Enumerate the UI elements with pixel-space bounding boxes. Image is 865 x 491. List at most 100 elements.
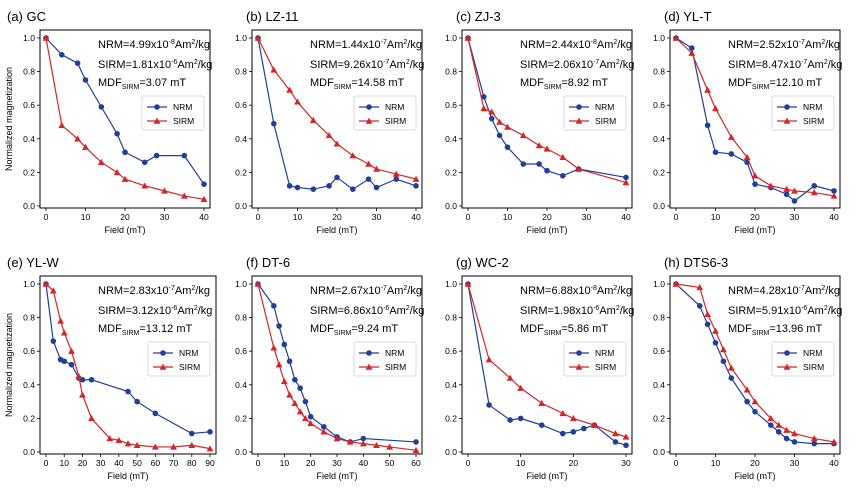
annotation-mdf: MDFSIRM=13.12 mT (98, 323, 192, 337)
legend: NRM SIRM (147, 341, 211, 377)
x-tick-label: 10 (711, 212, 721, 222)
annotation-nrm: NRM=4.28x10-7Am2/kg (728, 285, 840, 297)
x-tick-label: 10 (280, 458, 290, 468)
data-point-sirm (320, 428, 328, 435)
plot-frame (461, 275, 633, 455)
data-point-nrm (783, 435, 790, 442)
data-point-nrm (481, 94, 487, 100)
data-point-nrm (181, 152, 188, 159)
data-point-nrm (281, 341, 288, 348)
panel-title: (h) DTS6-3 (664, 255, 728, 270)
legend: NRM SIRM (771, 341, 835, 377)
data-point-sirm (612, 430, 619, 437)
data-point-sirm (333, 140, 341, 147)
x-axis-label: Field (mT) (105, 225, 146, 235)
panel-e: (e) YL-W 0.0 0.2 0.4 0.6 0.8 1.0 0 10 20 30 40 50 60 7… (4, 255, 217, 481)
y-tick-label: 0.8 (445, 67, 457, 77)
data-point-nrm (276, 323, 282, 329)
x-tick-label: 0 (674, 212, 679, 222)
data-point-nrm (712, 149, 719, 156)
annotation-nrm: NRM=2.52x10-7Am2/kg (728, 39, 840, 51)
legend-marker-sirm (783, 363, 791, 370)
data-point-sirm (464, 34, 472, 41)
data-point-nrm (141, 159, 148, 166)
y-tick-label: 0.6 (23, 346, 35, 356)
x-tick-label: 40 (359, 458, 369, 468)
y-tick-label: 1.0 (23, 33, 35, 43)
data-point-sirm (743, 386, 751, 393)
x-tick-label: 50 (132, 458, 142, 468)
data-point-nrm (114, 130, 120, 137)
data-point-nrm (307, 413, 314, 420)
data-point-nrm (704, 122, 711, 129)
data-point-nrm (612, 439, 619, 445)
data-point-sirm (591, 421, 598, 428)
y-tick-label: 0.0 (653, 447, 665, 457)
data-point-sirm (180, 192, 188, 199)
data-point-sirm (106, 435, 114, 442)
y-tick-label: 0.2 (445, 167, 457, 177)
data-point-sirm (57, 317, 64, 324)
legend-marker-nrm (576, 350, 582, 356)
legend-marker-sirm (783, 117, 791, 124)
data-point-sirm (280, 378, 288, 385)
data-point-sirm (60, 329, 68, 336)
legend-marker-nrm (154, 104, 160, 110)
data-point-sirm (672, 34, 680, 41)
panel-b: (b) LZ-11 0.0 0.2 0.4 0.6 0.8 1.0 0 10 20 30 40 Fiel… (235, 9, 424, 235)
data-point-sirm (727, 133, 735, 140)
legend-marker-sirm (365, 117, 373, 124)
y-tick-label: 0.4 (445, 380, 457, 390)
data-point-sirm (727, 364, 735, 371)
data-point-nrm (98, 104, 105, 110)
data-point-nrm (271, 120, 277, 127)
data-point-sirm (496, 118, 503, 125)
data-point-nrm (360, 435, 367, 442)
x-tick-label: 10 (516, 458, 526, 468)
x-tick-label: 10 (503, 212, 513, 222)
data-point-sirm (485, 356, 493, 363)
data-point-nrm (321, 424, 327, 430)
x-tick-label: 30 (332, 458, 342, 468)
data-point-sirm (488, 108, 496, 115)
data-point-sirm (309, 116, 317, 124)
data-point-sirm (538, 399, 546, 406)
data-point-sirm (373, 441, 380, 448)
x-tick-label: 30 (160, 212, 170, 222)
y-tick-label: 0.0 (235, 447, 247, 457)
data-point-nrm (560, 172, 566, 179)
x-tick-label: 80 (187, 458, 197, 468)
legend: NRM SIRM (141, 95, 205, 131)
y-tick-label: 0.6 (653, 100, 665, 110)
y-tick-label: 0.8 (653, 313, 665, 323)
y-tick-label: 0.8 (445, 313, 457, 323)
data-point-nrm (720, 358, 727, 365)
x-tick-label: 0 (674, 458, 679, 468)
legend-marker-sirm (153, 117, 161, 124)
y-tick-label: 0.0 (23, 447, 35, 457)
y-tick-label: 0.6 (23, 100, 35, 110)
data-point-sirm (88, 415, 95, 422)
y-tick-label: 1.0 (653, 279, 665, 289)
data-point-sirm (286, 86, 293, 93)
y-tick-label: 0.2 (235, 413, 247, 423)
x-tick-label: 0 (44, 212, 49, 222)
y-tick-label: 0.2 (445, 413, 457, 423)
annotation-sirm: SIRM=9.26x10-7Am2/kg (310, 59, 424, 71)
panel-title: (e) YL-W (7, 255, 59, 270)
data-point-sirm (767, 415, 775, 422)
data-point-nrm (297, 385, 303, 391)
data-point-sirm (569, 415, 577, 422)
data-point-nrm (689, 45, 695, 51)
data-point-sirm (575, 165, 582, 172)
data-point-nrm (811, 183, 818, 189)
data-point-nrm (504, 144, 511, 150)
x-tick-label: 30 (372, 212, 382, 222)
legend-label-nrm: NRM (385, 102, 404, 112)
annotation-nrm: NRM=1.44x10-7Am2/kg (310, 39, 422, 51)
data-point-sirm (151, 443, 159, 450)
y-tick-label: 1.0 (23, 279, 35, 289)
data-point-sirm (767, 182, 775, 189)
legend-label-nrm: NRM (803, 348, 822, 358)
x-tick-label: 30 (790, 458, 800, 468)
